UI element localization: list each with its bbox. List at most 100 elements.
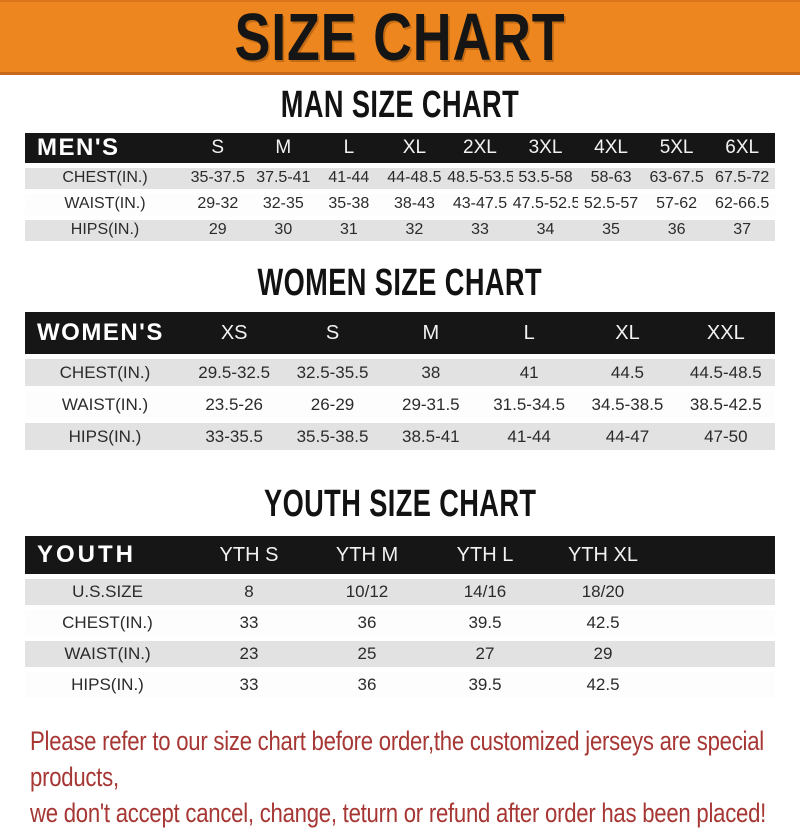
size-cell: 33-35.5 (185, 423, 284, 451)
size-cell: 47.5-52.5 (512, 193, 579, 215)
row-label: WAIST(IN.) (25, 391, 185, 419)
size-cell: 39.5 (426, 610, 544, 637)
size-cell: 44-47 (578, 423, 677, 451)
size-cell: 18/20 (544, 579, 662, 606)
size-cell: 67.5-72 (709, 167, 775, 189)
women-size-col: S (283, 312, 382, 355)
size-cell: 41 (479, 359, 579, 387)
women-size-col: XS (185, 312, 284, 355)
youth-header-row: YOUTH YTH S YTH M YTH L YTH XL (25, 536, 775, 575)
banner-title: SIZE CHART (234, 0, 566, 75)
size-cell: 38.5-42.5 (676, 391, 775, 419)
size-cell: 26-29 (283, 391, 382, 419)
men-hips-row: HIPS(IN.) 29 30 31 32 33 34 35 36 37 (25, 219, 775, 241)
row-label: WAIST(IN.) (25, 193, 185, 215)
row-label: HIPS(IN.) (25, 219, 185, 241)
size-cell: 14/16 (426, 579, 544, 606)
men-waist-row: WAIST(IN.) 29-32 32-35 35-38 38-43 43-47… (25, 193, 775, 215)
size-cell: 29-32 (185, 193, 251, 215)
men-size-table: MEN'S S M L XL 2XL 3XL 4XL 5XL 6XL CHEST… (25, 128, 775, 246)
women-waist-row: WAIST(IN.) 23.5-26 26-29 29-31.5 31.5-34… (25, 391, 775, 419)
youth-heading-text: YOUTH SIZE CHART (263, 482, 537, 526)
men-header-row: MEN'S S M L XL 2XL 3XL 4XL 5XL 6XL (25, 132, 775, 163)
size-cell: 29.5-32.5 (185, 359, 284, 387)
size-cell: 35.5-38.5 (283, 423, 382, 451)
women-size-col: XL (578, 312, 677, 355)
size-cell: 42.5 (544, 672, 662, 699)
size-cell: 33 (190, 610, 308, 637)
size-cell: 27 (426, 641, 544, 668)
row-label: HIPS(IN.) (25, 672, 190, 699)
youth-chest-row: CHEST(IN.) 33 36 39.5 42.5 (25, 610, 775, 637)
men-size-col: 3XL (512, 132, 579, 163)
women-header-row: WOMEN'S XS S M L XL XXL (25, 312, 775, 355)
size-cell: 30 (250, 219, 317, 241)
size-cell: 44-48.5 (381, 167, 448, 189)
women-section-heading: WOMEN SIZE CHART (0, 261, 800, 304)
men-size-col: L (316, 132, 382, 163)
row-label: U.S.SIZE (25, 579, 190, 606)
size-cell: 33 (190, 672, 308, 699)
men-size-col: 6XL (709, 132, 775, 163)
size-cell: 52.5-57 (578, 193, 644, 215)
women-size-col: M (381, 312, 480, 355)
youth-ussize-row: U.S.SIZE 8 10/12 14/16 18/20 (25, 579, 775, 606)
youth-size-col: YTH L (426, 536, 544, 575)
size-cell: 37.5-41 (250, 167, 317, 189)
youth-size-col: YTH M (308, 536, 426, 575)
man-section-heading: MAN SIZE CHART (0, 83, 800, 127)
size-cell: 31 (316, 219, 382, 241)
youth-waist-row: WAIST(IN.) 23 25 27 29 (25, 641, 775, 668)
size-cell: 48.5-53.5 (447, 167, 513, 189)
men-corner-label: MEN'S (25, 132, 185, 163)
size-cell: 36 (308, 610, 426, 637)
row-label: CHEST(IN.) (25, 359, 185, 387)
size-cell: 34 (512, 219, 579, 241)
size-cell: 32 (381, 219, 448, 241)
men-chest-row: CHEST(IN.) 35-37.5 37.5-41 41-44 44-48.5… (25, 167, 775, 189)
women-corner-label: WOMEN'S (25, 312, 185, 355)
men-size-col: XL (381, 132, 448, 163)
youth-size-col: YTH XL (544, 536, 662, 575)
men-size-col: 4XL (578, 132, 644, 163)
men-size-col: 2XL (447, 132, 513, 163)
size-cell: 32-35 (250, 193, 317, 215)
size-cell: 39.5 (426, 672, 544, 699)
size-cell: 25 (308, 641, 426, 668)
size-cell: 44.5-48.5 (676, 359, 775, 387)
size-cell: 32.5-35.5 (283, 359, 382, 387)
cell-filler (662, 610, 775, 637)
men-size-col: 5XL (643, 132, 710, 163)
size-cell: 58-63 (578, 167, 644, 189)
size-cell: 43-47.5 (447, 193, 513, 215)
size-cell: 38-43 (381, 193, 448, 215)
header-filler (662, 536, 775, 575)
size-cell: 37 (709, 219, 775, 241)
youth-section-heading: YOUTH SIZE CHART (0, 482, 800, 526)
size-cell: 36 (643, 219, 710, 241)
order-note-line1: Please refer to our size chart before or… (30, 726, 764, 793)
size-cell: 47-50 (676, 423, 775, 451)
size-cell: 36 (308, 672, 426, 699)
size-cell: 8 (190, 579, 308, 606)
size-cell: 63-67.5 (643, 167, 710, 189)
women-heading-text: WOMEN SIZE CHART (257, 261, 543, 304)
size-cell: 31.5-34.5 (479, 391, 579, 419)
size-cell: 23 (190, 641, 308, 668)
size-cell: 42.5 (544, 610, 662, 637)
row-label: CHEST(IN.) (25, 167, 185, 189)
youth-size-col: YTH S (190, 536, 308, 575)
women-hips-row: HIPS(IN.) 33-35.5 35.5-38.5 38.5-41 41-4… (25, 423, 775, 451)
cell-filler (662, 641, 775, 668)
size-cell: 35-38 (316, 193, 382, 215)
cell-filler (662, 672, 775, 699)
men-size-col: M (250, 132, 317, 163)
women-size-table: WOMEN'S XS S M L XL XXL CHEST(IN.) 29.5-… (25, 307, 775, 455)
cell-filler (662, 579, 775, 606)
row-label: WAIST(IN.) (25, 641, 190, 668)
man-heading-text: MAN SIZE CHART (280, 83, 520, 127)
size-cell: 38 (381, 359, 480, 387)
size-cell: 41-44 (479, 423, 579, 451)
size-cell: 29 (544, 641, 662, 668)
size-cell: 35-37.5 (185, 167, 251, 189)
